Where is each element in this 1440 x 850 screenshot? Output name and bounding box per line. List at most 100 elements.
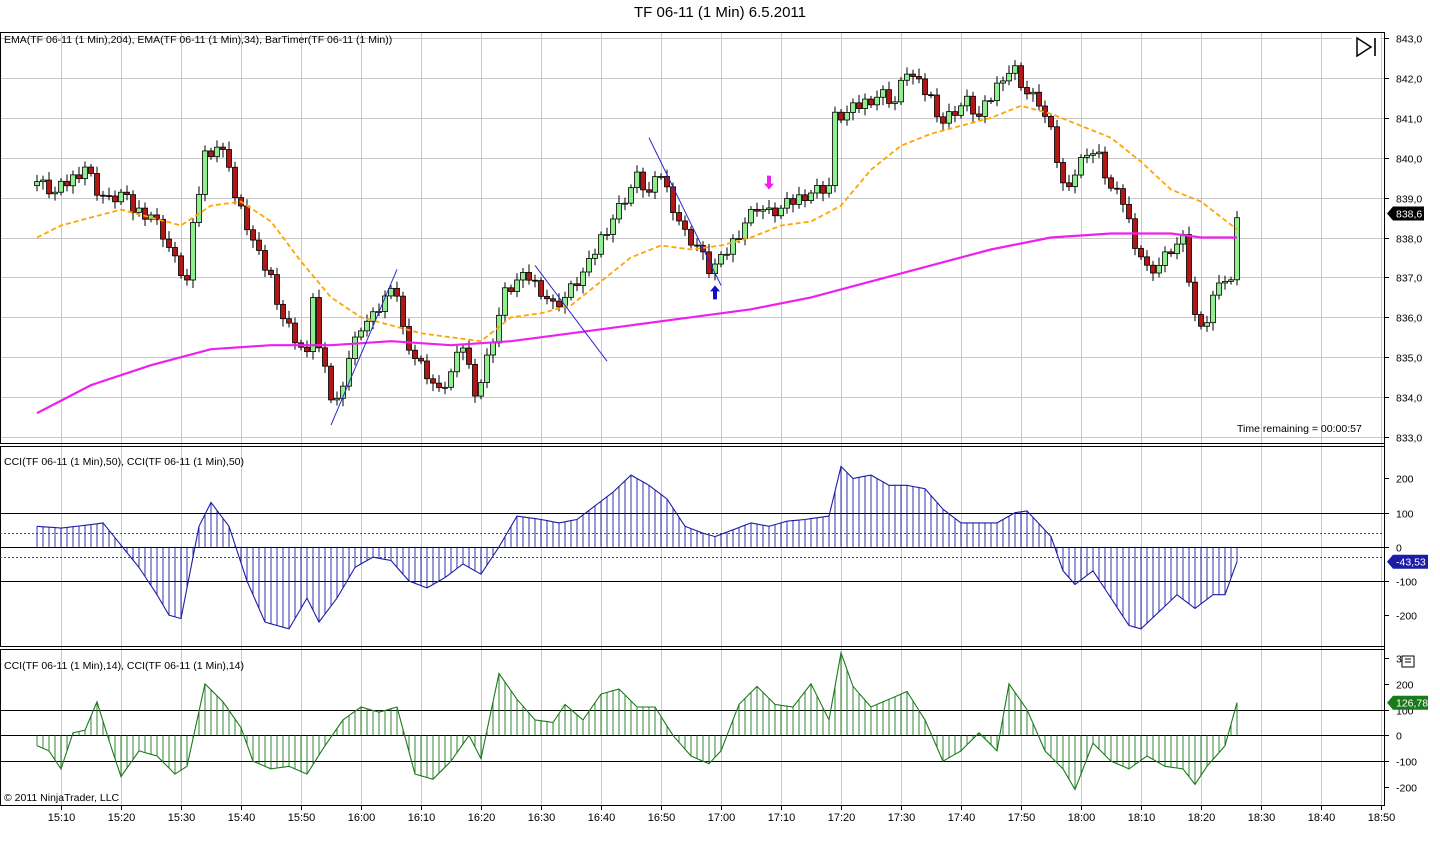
candle-up <box>958 105 964 116</box>
cci-tick-label: 0 <box>1396 731 1402 743</box>
ema204-line <box>36 232 1237 415</box>
candle-up <box>580 271 586 286</box>
candle-down <box>868 98 874 106</box>
candle-up <box>118 191 124 203</box>
candle-up <box>358 330 364 338</box>
candle-up <box>808 192 814 201</box>
candle-up <box>364 320 370 332</box>
candle-up <box>70 174 76 187</box>
candle-down <box>886 89 892 104</box>
candle-down <box>856 102 862 110</box>
candle-up <box>652 176 658 193</box>
candle-up <box>40 179 46 183</box>
cci14-indicator-label: CCI(TF 06-11 (1 Min),14), CCI(TF 06-11 (… <box>4 660 244 672</box>
candle-up <box>148 214 154 220</box>
candle-up <box>904 73 910 81</box>
price-tick-label: 841,0 <box>1396 114 1422 126</box>
candle-up <box>616 202 622 220</box>
price-tick-label: 834,0 <box>1396 393 1422 405</box>
candle-down <box>1144 256 1150 266</box>
candle-down <box>538 280 544 297</box>
candle-up <box>196 194 202 223</box>
x-tick-label: 18:10 <box>1128 812 1156 824</box>
candle-down <box>640 171 646 191</box>
candle-up <box>784 198 790 209</box>
candle-down <box>682 220 688 230</box>
price-tick-label: 837,0 <box>1396 273 1422 285</box>
candle-down <box>1066 182 1072 188</box>
x-tick-label: 15:30 <box>168 812 196 824</box>
candle-up <box>1210 294 1216 324</box>
candle-down <box>532 279 538 282</box>
candle-up <box>796 194 802 205</box>
candle-up <box>1216 282 1222 296</box>
cci50-panel[interactable] <box>0 465 1384 630</box>
price-panel[interactable] <box>34 60 1240 426</box>
candle-up <box>1000 80 1006 84</box>
copyright-text: © 2011 NinjaTrader, LLC <box>4 792 120 804</box>
cci14-panel[interactable] <box>0 650 1384 791</box>
candle-up <box>610 218 616 235</box>
candle-up <box>1006 72 1012 82</box>
trendline <box>534 265 608 362</box>
candle-up <box>850 102 856 113</box>
panel-toggle-icon[interactable] <box>1401 655 1415 668</box>
candle-down <box>88 166 94 174</box>
panel-frame <box>0 446 1385 647</box>
candle-down <box>130 194 136 213</box>
candle-down <box>280 303 286 320</box>
candle-up <box>832 111 838 187</box>
x-tick-label: 17:20 <box>828 812 856 824</box>
candle-up <box>1204 322 1210 327</box>
x-tick-label: 16:20 <box>468 812 496 824</box>
candle-up <box>988 100 994 103</box>
candle-up <box>484 354 490 383</box>
price-tick-label: 842,0 <box>1396 74 1422 86</box>
candle-down <box>544 295 550 300</box>
play-to-end-icon[interactable] <box>1352 36 1380 58</box>
candle-up <box>592 253 598 259</box>
candle-down <box>316 297 322 349</box>
candle-up <box>622 202 628 205</box>
candle-up <box>52 191 58 195</box>
price-tick-label: 839,0 <box>1396 194 1422 206</box>
x-tick-label: 16:30 <box>528 812 556 824</box>
candle-down <box>274 274 280 305</box>
candle-up <box>454 351 460 373</box>
candle-up <box>946 111 952 124</box>
x-tick-label: 18:30 <box>1248 812 1276 824</box>
candle-up <box>892 101 898 104</box>
candle-down <box>394 287 400 297</box>
candle-up <box>214 146 220 158</box>
candle-down <box>1108 177 1114 189</box>
candle-down <box>940 116 946 124</box>
candle-up <box>730 238 736 255</box>
candle-up <box>1174 243 1180 255</box>
candle-down <box>106 195 112 198</box>
x-tick-label: 15:10 <box>48 812 76 824</box>
panel-frames <box>0 32 1385 806</box>
candle-down <box>676 212 682 222</box>
candle-up <box>460 347 466 353</box>
candle-down <box>706 251 712 275</box>
candle-up <box>514 279 520 292</box>
candle-down <box>466 347 472 365</box>
price-tick-label: 835,0 <box>1396 353 1422 365</box>
candle-down <box>250 229 256 241</box>
candle-up <box>598 234 604 255</box>
candle-down <box>286 318 292 324</box>
candle-up <box>742 222 748 239</box>
candle-down <box>688 228 694 246</box>
candle-down <box>508 287 514 292</box>
candle-down <box>1192 281 1198 315</box>
candle-up <box>898 79 904 103</box>
candle-down <box>1024 87 1030 95</box>
candle-down <box>772 207 778 217</box>
candle-down <box>154 214 160 220</box>
cci-tick-label: 0 <box>1396 543 1402 555</box>
candle-up <box>658 176 664 178</box>
x-tick-label: 17:30 <box>888 812 916 824</box>
candle-down <box>802 194 808 201</box>
candle-down <box>1018 65 1024 88</box>
